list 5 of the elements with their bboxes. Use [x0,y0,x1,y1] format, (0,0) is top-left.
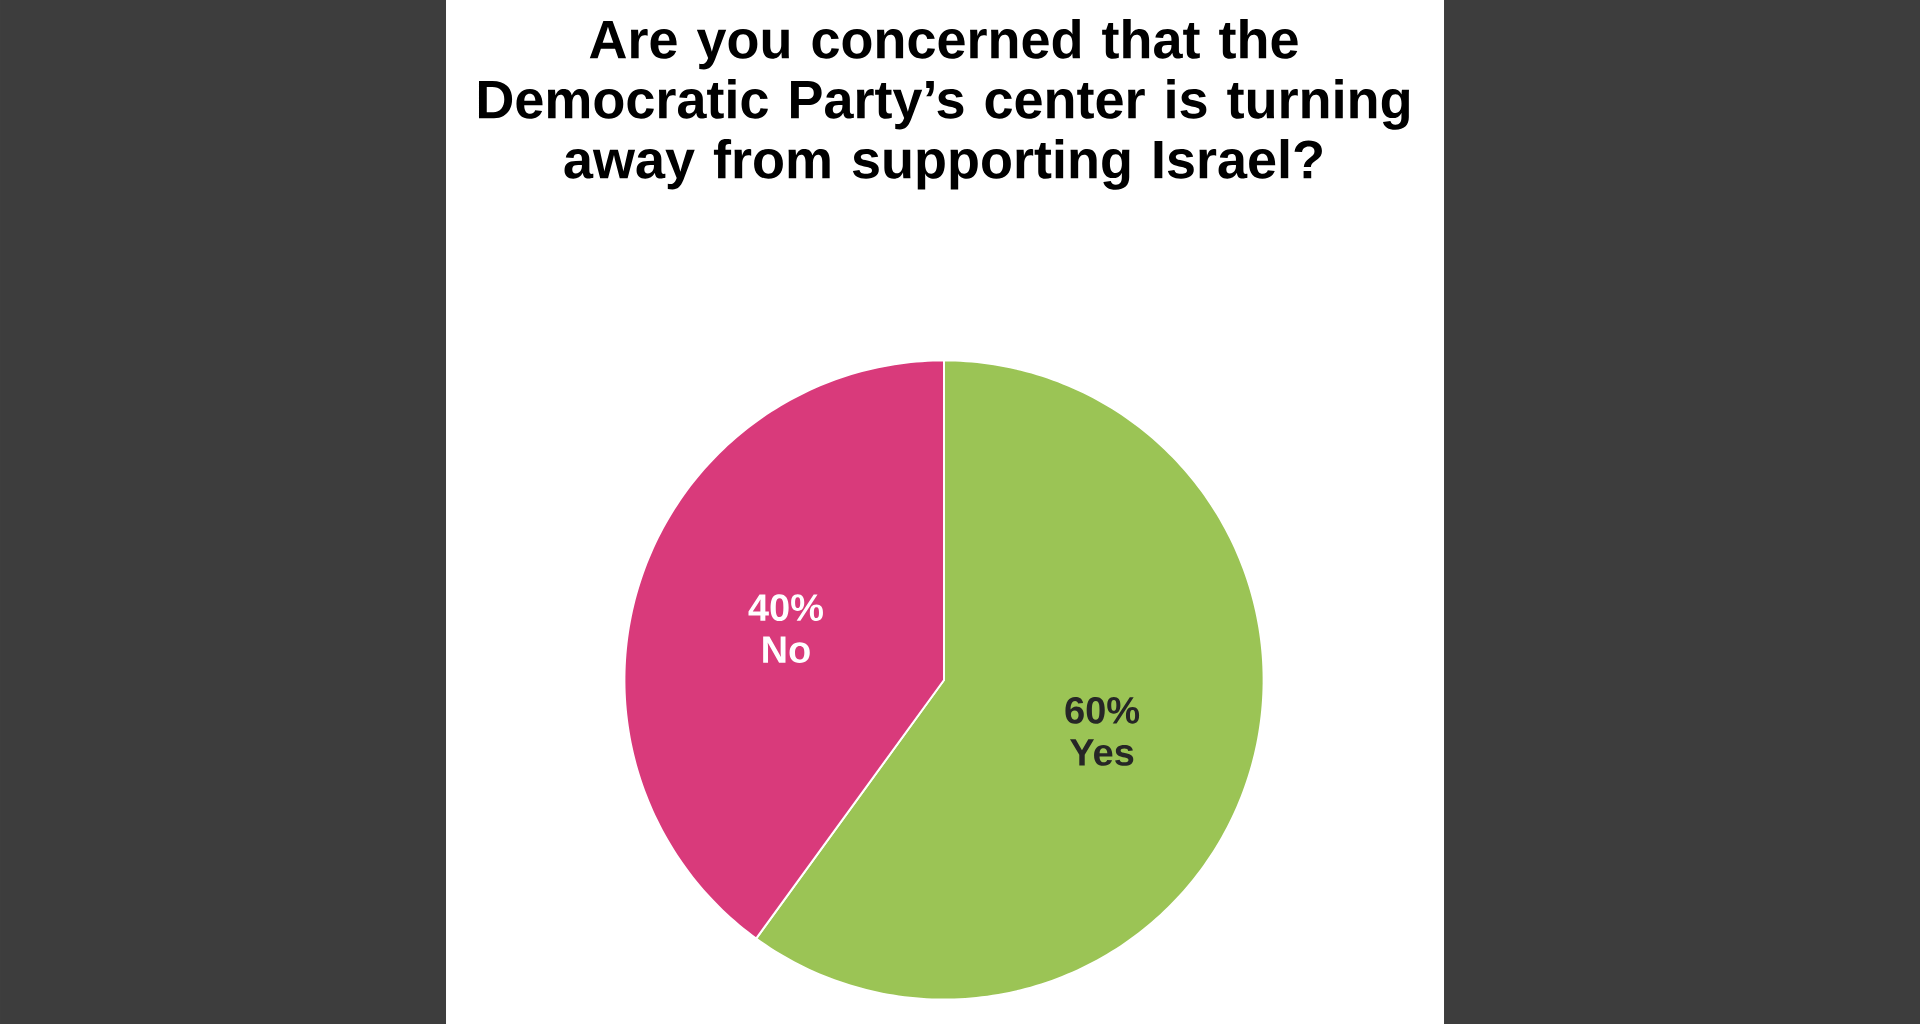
slice-label: Yes [1069,739,1134,766]
data-label: 60% [1065,696,1140,724]
chart-title: Are you concerned that the Democratic Party’s center is turning away from supporting Israel? [478,19,1409,190]
data-label: 40% [748,594,823,622]
slice-label: No [763,636,810,664]
